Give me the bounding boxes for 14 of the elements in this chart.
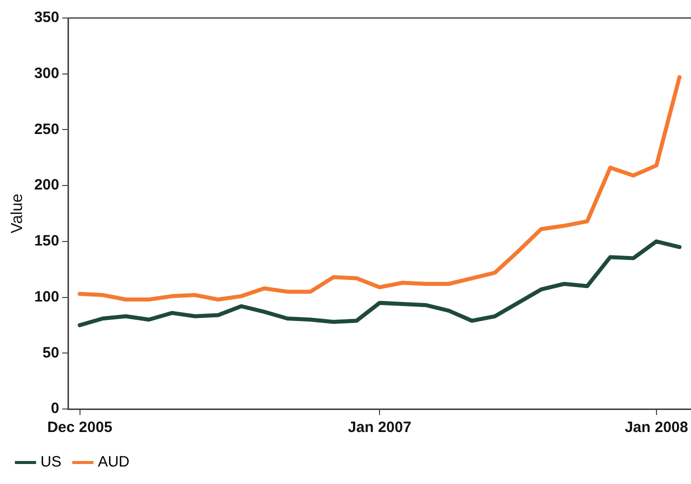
- legend-label: US: [40, 454, 62, 471]
- y-tick-label: 250: [34, 120, 60, 138]
- x-tick-label: Dec 2005: [47, 419, 112, 436]
- y-tick-label: 100: [34, 288, 60, 306]
- y-tick-label: 300: [34, 65, 60, 82]
- x-tick-label: Jan 2008: [624, 419, 688, 436]
- y-tick-label: 50: [42, 344, 60, 362]
- y-tick-label: 200: [34, 176, 60, 194]
- y-axis-title: Value: [9, 194, 26, 234]
- y-tick-label: 0: [50, 400, 60, 418]
- y-tick-label: 350: [34, 9, 60, 26]
- y-tick-label: 150: [34, 232, 60, 250]
- x-tick-label: Jan 2007: [348, 419, 412, 436]
- legend-label: AUD: [98, 454, 130, 471]
